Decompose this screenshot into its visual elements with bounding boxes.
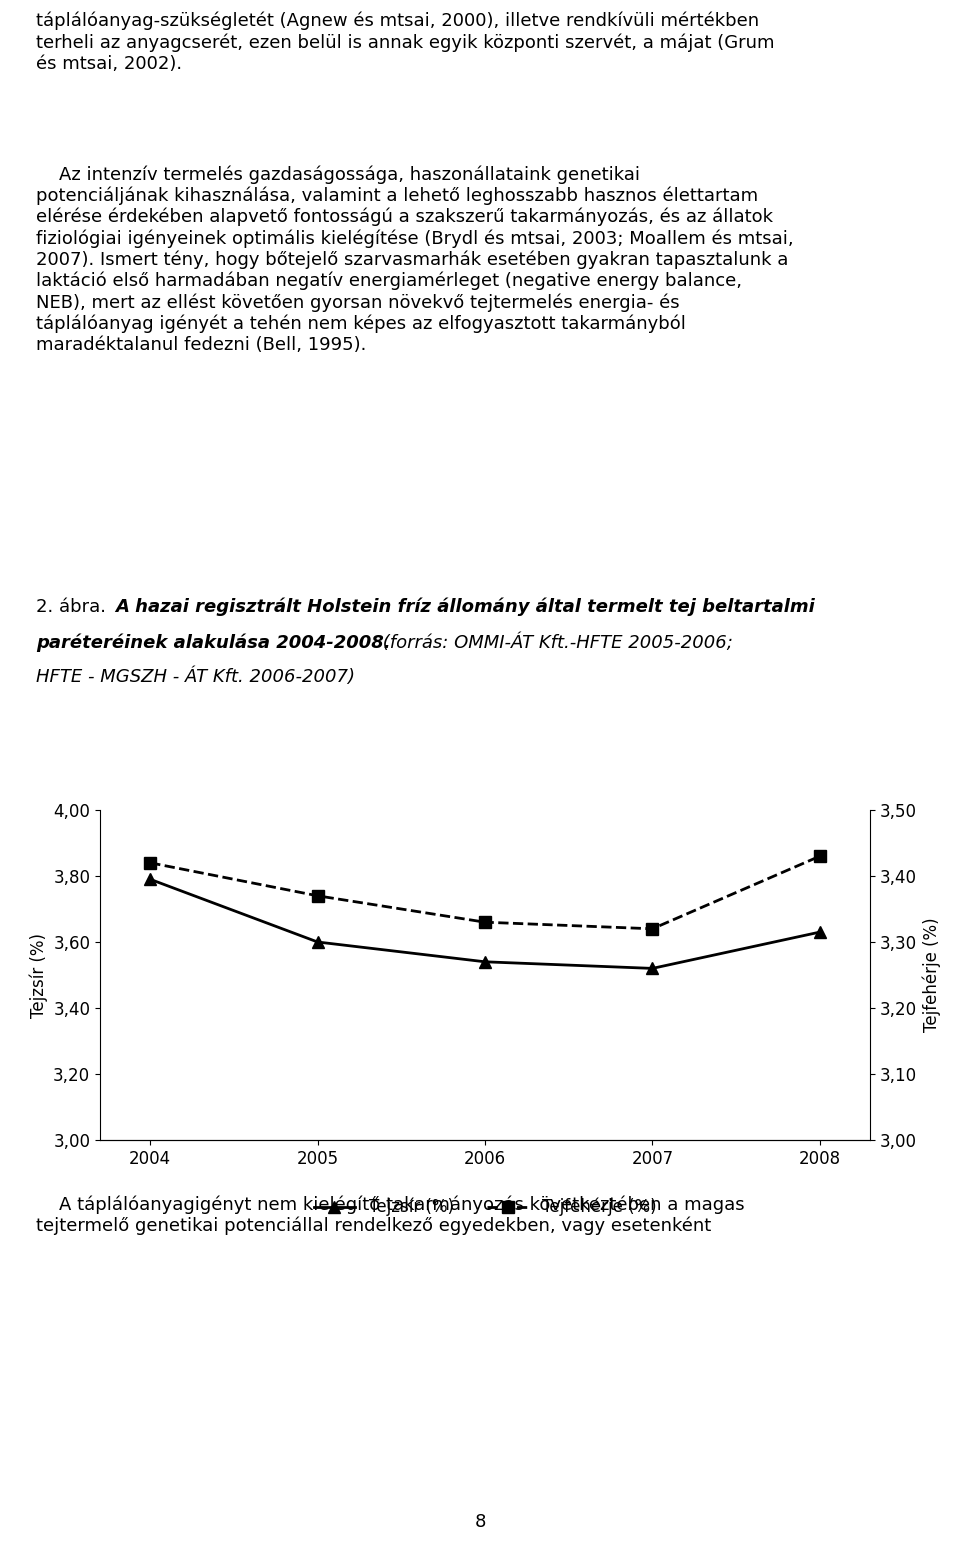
Text: táplálóanyag-szükségletét (Agnew és mtsai, 2000), illetve rendkívüli mértékben
t: táplálóanyag-szükségletét (Agnew és mtsa… xyxy=(36,12,775,73)
Tejzsír (%) xyxy=(647,959,659,977)
Text: paréteréinek alakulása 2004-2008.: paréteréinek alakulása 2004-2008. xyxy=(36,634,391,652)
Tejzsír (%) xyxy=(814,923,826,942)
Tejzsír (%) xyxy=(312,932,324,951)
Tejzsír (%) xyxy=(144,871,156,889)
Line: Tejfehérje (%): Tejfehérje (%) xyxy=(144,850,826,936)
Tejfehérje (%) xyxy=(144,853,156,872)
Y-axis label: Tejfehérje (%): Tejfehérje (%) xyxy=(923,917,941,1032)
Tejfehérje (%) xyxy=(479,912,491,931)
Text: A hazai regisztrált Holstein fríz állomány által termelt tej beltartalmi: A hazai regisztrált Holstein fríz állomá… xyxy=(115,598,815,617)
Tejfehérje (%) xyxy=(647,920,659,939)
Text: 2. ábra.: 2. ábra. xyxy=(36,598,112,617)
Text: Az intenzív termelés gazdaságossága, haszonállataink genetikai
potenciáljának ki: Az intenzív termelés gazdaságossága, has… xyxy=(36,166,794,355)
Legend: Tejzsír (%), Tejfehérje (%): Tejzsír (%), Tejfehérje (%) xyxy=(307,1191,663,1224)
Text: HFTE - MGSZH - ÁT Kft. 2006-2007): HFTE - MGSZH - ÁT Kft. 2006-2007) xyxy=(36,668,355,686)
Tejfehérje (%) xyxy=(814,847,826,866)
Text: A táplálóanyagigényt nem kielégítő takarmányozás következtében a magas
tejtermel: A táplálóanyagigényt nem kielégítő takar… xyxy=(36,1194,745,1235)
Line: Tejzsír (%): Tejzsír (%) xyxy=(144,874,826,974)
Tejfehérje (%) xyxy=(312,886,324,905)
Tejzsír (%) xyxy=(479,953,491,971)
Y-axis label: Tejzsír (%): Tejzsír (%) xyxy=(29,932,48,1018)
Text: 8: 8 xyxy=(474,1513,486,1530)
Text: (forrás: OMMI-ÁT Kft.-HFTE 2005-2006;: (forrás: OMMI-ÁT Kft.-HFTE 2005-2006; xyxy=(377,634,733,652)
